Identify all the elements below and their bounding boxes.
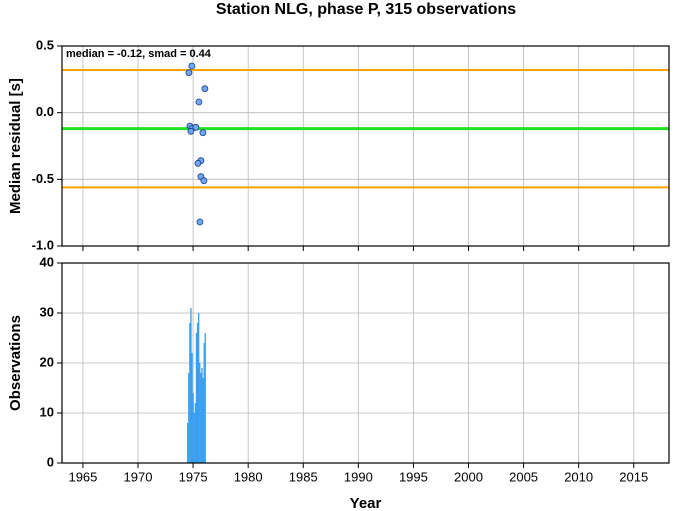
point	[187, 127, 195, 135]
x-tick-label: 1980	[234, 469, 263, 484]
point	[199, 129, 207, 137]
bar	[199, 363, 201, 463]
x-tick-label: 1975	[179, 469, 208, 484]
bar	[191, 353, 193, 463]
point	[201, 85, 209, 93]
bar	[203, 343, 205, 463]
point	[196, 218, 204, 226]
bar	[192, 393, 194, 463]
y-tick-label: -1.0	[32, 237, 54, 252]
y-tick-label: 40	[40, 254, 54, 269]
x-tick-label: 1985	[289, 469, 318, 484]
y-tick-label: 20	[40, 354, 54, 369]
y-tick-label: 0.5	[36, 37, 54, 52]
plot-frame	[61, 262, 670, 464]
y-tick-label: 0	[47, 454, 54, 469]
bar	[193, 413, 195, 463]
bar	[188, 373, 190, 463]
y-tick-label: 10	[40, 404, 54, 419]
bar	[198, 313, 200, 463]
point	[188, 62, 196, 70]
point	[200, 177, 208, 185]
chart-title: Station NLG, phase P, 315 observations	[216, 1, 516, 18]
x-tick-label: 2005	[509, 469, 538, 484]
y-axis-label: Observations	[7, 315, 24, 411]
bar	[190, 308, 192, 463]
bar	[189, 323, 191, 463]
x-tick-label: 1990	[344, 469, 373, 484]
plot-frame	[61, 45, 670, 247]
bar	[194, 403, 196, 463]
x-tick-label: 2015	[619, 469, 648, 484]
annotation: median = -0.12, smad = 0.44	[66, 48, 212, 60]
x-tick-label: 2010	[564, 469, 593, 484]
x-tick-label: 1965	[68, 469, 97, 484]
point	[192, 123, 200, 131]
x-tick-label: 1995	[399, 469, 428, 484]
y-tick-label: -0.5	[32, 171, 54, 186]
x-axis-label: Year	[350, 495, 382, 511]
point	[194, 159, 202, 167]
y-tick-label: 30	[40, 304, 54, 319]
bar	[202, 378, 204, 463]
y-axis-label: Median residual [s]	[7, 78, 24, 214]
point	[185, 69, 193, 77]
x-tick-label: 2000	[454, 469, 483, 484]
bar	[196, 323, 199, 463]
y-tick-label: 0.0	[36, 104, 54, 119]
x-tick-label: 1970	[124, 469, 153, 484]
bar	[204, 333, 206, 463]
bar	[200, 373, 202, 463]
bar	[201, 368, 203, 463]
bar	[186, 423, 189, 463]
bar	[195, 333, 198, 463]
point	[195, 98, 203, 106]
